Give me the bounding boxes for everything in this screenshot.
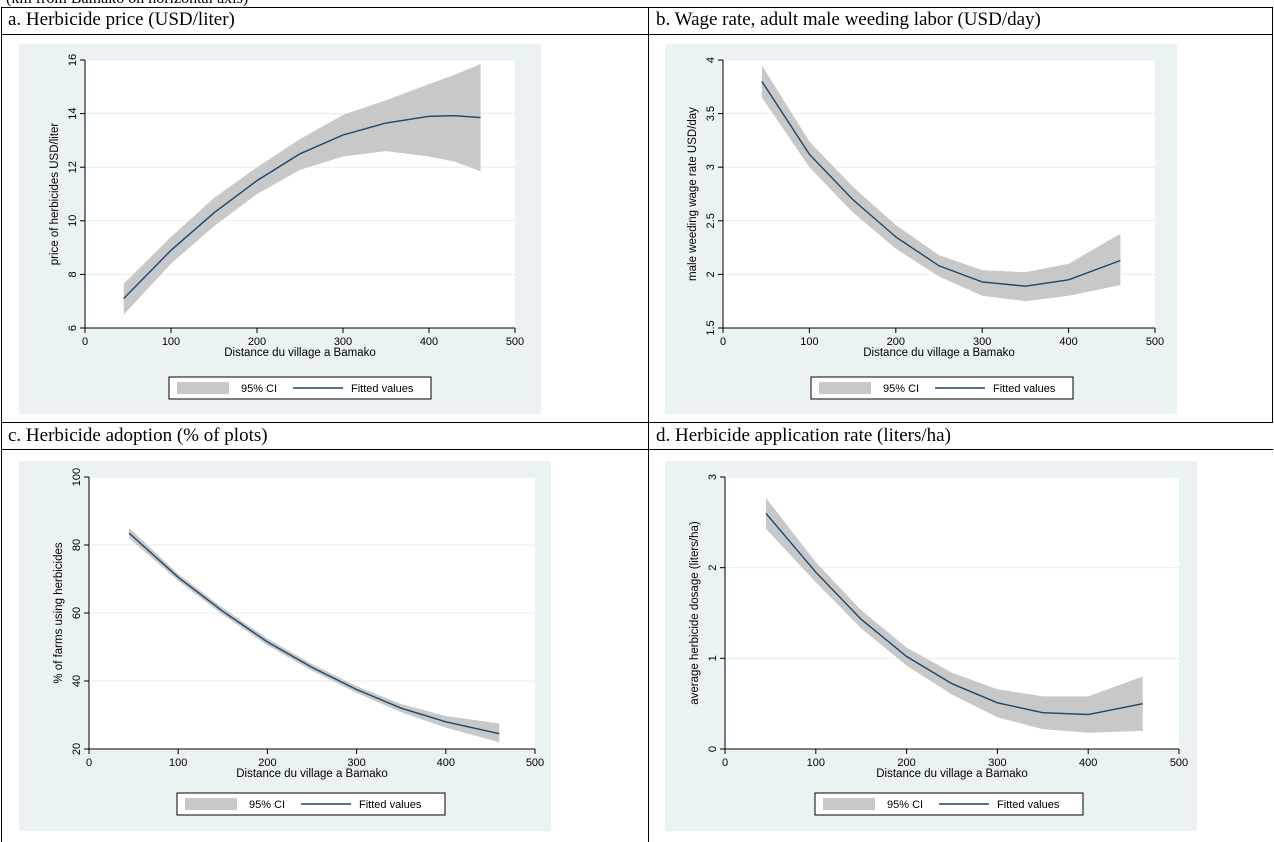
legend-label-ci: 95% CI xyxy=(887,799,923,811)
x-tick-label: 500 xyxy=(506,336,524,348)
fitted-line xyxy=(128,532,500,735)
y-tick-label: 3 xyxy=(705,164,717,170)
y-tick-label: 100 xyxy=(71,468,83,486)
x-tick-label: 300 xyxy=(988,757,1006,769)
panel-title-d: d. Herbicide application rate (liters/ha… xyxy=(656,425,951,446)
table-border-left xyxy=(1,7,2,842)
table-border-title-c xyxy=(1,449,1273,450)
legend-label-fitted: Fitted values xyxy=(993,383,1056,395)
x-tick-label: 300 xyxy=(334,336,352,348)
figure-note: (km from Bamako on horizontal axis) xyxy=(6,0,248,8)
y-axis-label: male weeding wage rate USD/day xyxy=(687,107,699,281)
panel-title-b: b. Wage rate, adult male weeding labor (… xyxy=(656,9,1041,30)
table-border-middle xyxy=(1,422,1273,423)
y-tick-label: 1 xyxy=(707,655,719,661)
y-axis-label: average herbicide dosage (liters/ha) xyxy=(689,521,701,705)
fitted-line xyxy=(123,114,481,299)
y-axis-label: % of farms using herbicides xyxy=(53,542,65,684)
fitted-line xyxy=(761,81,1121,287)
y-tick-label: 12 xyxy=(67,161,79,173)
panel-title-c: c. Herbicide adoption (% of plots) xyxy=(8,425,268,446)
x-tick-label: 100 xyxy=(162,336,180,348)
x-tick-label: 500 xyxy=(1170,757,1188,769)
x-tick-label: 400 xyxy=(420,336,438,348)
chart-application-rate: 0 1 2 3 0 100 200 300 400 500 Distance du village … xyxy=(665,461,1197,831)
chart-herbicide-price: 6 8 10 12 14 16 0 100 200 300 400 500 Distance du vi… xyxy=(19,44,541,414)
x-tick-label: 200 xyxy=(248,336,266,348)
legend-label-fitted: Fitted values xyxy=(351,383,414,395)
ci-band xyxy=(123,64,481,315)
table-border-title-a xyxy=(1,34,1273,35)
y-tick-label: 80 xyxy=(71,539,83,551)
x-tick-label: 300 xyxy=(347,757,365,769)
legend-label-ci: 95% CI xyxy=(883,383,919,395)
x-tick-label: 400 xyxy=(437,757,455,769)
legend-swatch-ci xyxy=(819,382,871,394)
x-axis-label: Distance du village a Bamako xyxy=(876,768,1028,780)
legend-label-fitted: Fitted values xyxy=(997,799,1060,811)
x-axis-label: Distance du village a Bamako xyxy=(224,347,376,359)
table-border-right xyxy=(1272,7,1273,423)
panel-title-a: a. Herbicide price (USD/liter) xyxy=(8,9,235,30)
y-tick-label: 1.5 xyxy=(705,320,717,335)
x-tick-label: 0 xyxy=(722,757,728,769)
x-axis-label: Distance du village a Bamako xyxy=(236,768,388,780)
x-axis-label: Distance du village a Bamako xyxy=(863,347,1015,359)
x-tick-label: 300 xyxy=(973,336,991,348)
y-tick-label: 3.5 xyxy=(705,106,717,121)
fitted-line xyxy=(765,512,1143,716)
ci-band xyxy=(761,65,1121,302)
legend-label-fitted: Fitted values xyxy=(359,799,422,811)
x-tick-label: 500 xyxy=(1146,336,1164,348)
y-tick-label: 40 xyxy=(71,675,83,687)
chart-wage-rate: 1.5 2 2.5 3 3.5 4 0 100 200 300 400 500 Distance du … xyxy=(665,44,1177,414)
x-tick-label: 400 xyxy=(1079,757,1097,769)
legend-swatch-ci xyxy=(823,798,875,810)
y-tick-label: 2.5 xyxy=(705,213,717,228)
legend-label-ci: 95% CI xyxy=(241,383,277,395)
y-tick-label: 60 xyxy=(71,607,83,619)
y-tick-label: 2 xyxy=(707,565,719,571)
legend-swatch-ci xyxy=(185,798,237,810)
x-tick-label: 0 xyxy=(86,757,92,769)
y-tick-label: 3 xyxy=(707,474,719,480)
x-tick-label: 200 xyxy=(887,336,905,348)
y-tick-label: 6 xyxy=(67,325,79,331)
x-tick-label: 100 xyxy=(807,757,825,769)
y-tick-label: 16 xyxy=(67,54,79,66)
x-tick-label: 200 xyxy=(258,757,276,769)
x-tick-label: 500 xyxy=(526,757,544,769)
x-tick-label: 100 xyxy=(169,757,187,769)
x-tick-label: 400 xyxy=(1059,336,1077,348)
chart-herbicide-adoption: 20 40 60 80 100 0 100 200 300 400 500 Distance du v… xyxy=(19,461,551,831)
y-tick-label: 14 xyxy=(67,107,79,119)
table-border-top xyxy=(1,7,1273,8)
x-tick-label: 0 xyxy=(82,336,88,348)
y-tick-label: 8 xyxy=(67,271,79,277)
x-tick-label: 0 xyxy=(720,336,726,348)
y-tick-label: 4 xyxy=(705,57,717,63)
y-tick-label: 2 xyxy=(705,271,717,277)
ci-band xyxy=(765,497,1143,733)
table-border-center xyxy=(648,7,649,842)
x-tick-label: 200 xyxy=(897,757,915,769)
x-tick-label: 100 xyxy=(800,336,818,348)
y-tick-label: 20 xyxy=(71,743,83,755)
legend-label-ci: 95% CI xyxy=(249,799,285,811)
y-tick-label: 0 xyxy=(707,746,719,752)
legend-swatch-ci xyxy=(177,382,229,394)
y-axis-label: price of herbicides USD/liter xyxy=(49,123,61,266)
y-tick-label: 10 xyxy=(67,215,79,227)
ci-band xyxy=(129,528,500,743)
